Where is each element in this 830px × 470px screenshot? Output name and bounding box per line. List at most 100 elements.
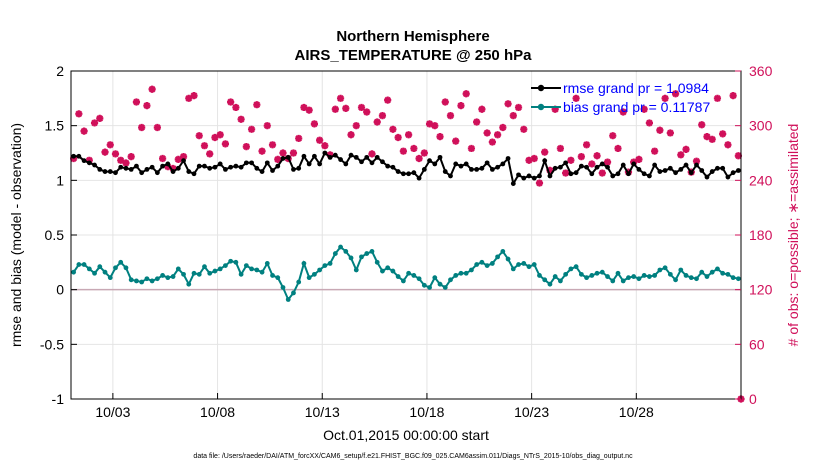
obs-point xyxy=(159,154,167,163)
bias-point xyxy=(191,270,197,276)
rmse-point xyxy=(568,171,574,177)
obs-point xyxy=(295,134,303,143)
rmse-point xyxy=(364,154,370,160)
bias-point xyxy=(353,267,359,273)
rmse-point xyxy=(599,161,605,167)
y-tick-label: 0.5 xyxy=(45,227,65,243)
bias-point xyxy=(390,268,396,274)
rmse-point xyxy=(662,168,668,173)
obs-point xyxy=(729,92,737,100)
bias-point xyxy=(683,273,689,278)
obs-point xyxy=(253,101,261,109)
obs-point xyxy=(462,90,470,98)
bias-point xyxy=(92,270,97,276)
obs-point xyxy=(698,121,706,129)
rmse-point xyxy=(709,169,715,174)
rmse-point xyxy=(411,170,417,176)
bias-point xyxy=(359,254,364,260)
obs-point xyxy=(227,98,235,106)
rmse-point xyxy=(81,158,87,164)
y-axis-label: rmse and bias (model - observation) xyxy=(8,123,24,347)
bias-point xyxy=(568,266,574,272)
obs-point xyxy=(677,151,685,159)
y2-tick-label: 0 xyxy=(749,391,757,407)
obs-point xyxy=(514,103,523,112)
obs-point xyxy=(247,125,256,133)
bias-point xyxy=(196,271,202,277)
bias-point xyxy=(322,263,328,269)
bias-point xyxy=(97,264,103,270)
y-tick-label: -1 xyxy=(52,391,65,407)
rmse-point xyxy=(584,164,589,170)
bias-point xyxy=(469,267,474,273)
obs-point xyxy=(289,149,298,157)
bias-point xyxy=(495,254,501,260)
rmse-point xyxy=(505,156,511,161)
obs-point xyxy=(373,118,381,126)
obs-point xyxy=(457,102,465,110)
rmse-point xyxy=(359,159,364,165)
bias-point xyxy=(165,275,171,281)
rmse-point xyxy=(165,161,171,167)
rmse-point xyxy=(489,167,495,172)
rmse-point xyxy=(479,165,485,171)
obs-point xyxy=(541,148,549,156)
bias-point xyxy=(489,261,495,266)
bias-point xyxy=(406,270,412,276)
obs-point xyxy=(242,143,250,151)
rmse-point xyxy=(306,161,312,167)
bias-point xyxy=(552,274,558,279)
bias-point xyxy=(484,263,490,269)
rmse-point xyxy=(558,164,563,170)
rmse-point xyxy=(673,170,678,176)
rmse-point xyxy=(207,165,213,171)
rmse-point xyxy=(280,156,286,161)
obs-point xyxy=(562,169,570,177)
bias-point xyxy=(118,259,124,265)
bias-point xyxy=(442,285,448,290)
bias-point xyxy=(563,271,569,277)
rmse-point xyxy=(238,164,244,170)
rmse-point xyxy=(338,157,343,162)
bias-point xyxy=(510,266,516,272)
rmse-point xyxy=(102,169,108,174)
bias-point xyxy=(128,277,134,283)
rmse-point xyxy=(615,171,621,177)
rmse-point xyxy=(552,165,558,171)
rmse-point xyxy=(678,167,684,172)
bias-point xyxy=(657,267,663,273)
obs-point xyxy=(211,133,219,142)
rmse-point xyxy=(442,169,448,174)
rmse-point xyxy=(589,171,595,177)
bias-point xyxy=(479,259,485,265)
bias-point xyxy=(641,273,647,278)
obs-point xyxy=(164,163,172,171)
obs-point xyxy=(305,106,313,114)
obs-point xyxy=(316,136,324,144)
y-axis-right: 0 60 120 180 240 300 360 xyxy=(735,63,773,407)
rmse-point xyxy=(458,163,464,169)
obs-point xyxy=(347,131,355,139)
rmse-point xyxy=(463,161,469,167)
obs-point xyxy=(85,156,93,164)
obs-point xyxy=(551,105,559,113)
bias-point xyxy=(667,271,673,277)
bias-point xyxy=(207,270,213,276)
bias-point xyxy=(474,262,480,267)
obs-point xyxy=(682,145,690,153)
obs-point xyxy=(420,149,428,157)
bias-point xyxy=(542,277,548,283)
obs-point xyxy=(232,103,240,112)
obs-point xyxy=(169,164,177,173)
obs-point xyxy=(499,123,507,132)
bias-point xyxy=(453,273,459,278)
rmse-point xyxy=(636,167,642,172)
bias-point xyxy=(306,275,312,281)
rmse-point xyxy=(563,160,569,166)
bias-point xyxy=(709,269,715,275)
rmse-point xyxy=(652,162,658,168)
bias-point xyxy=(626,275,631,281)
obs-point xyxy=(415,154,423,163)
obs-point xyxy=(237,115,245,123)
rmse-point xyxy=(212,164,218,170)
